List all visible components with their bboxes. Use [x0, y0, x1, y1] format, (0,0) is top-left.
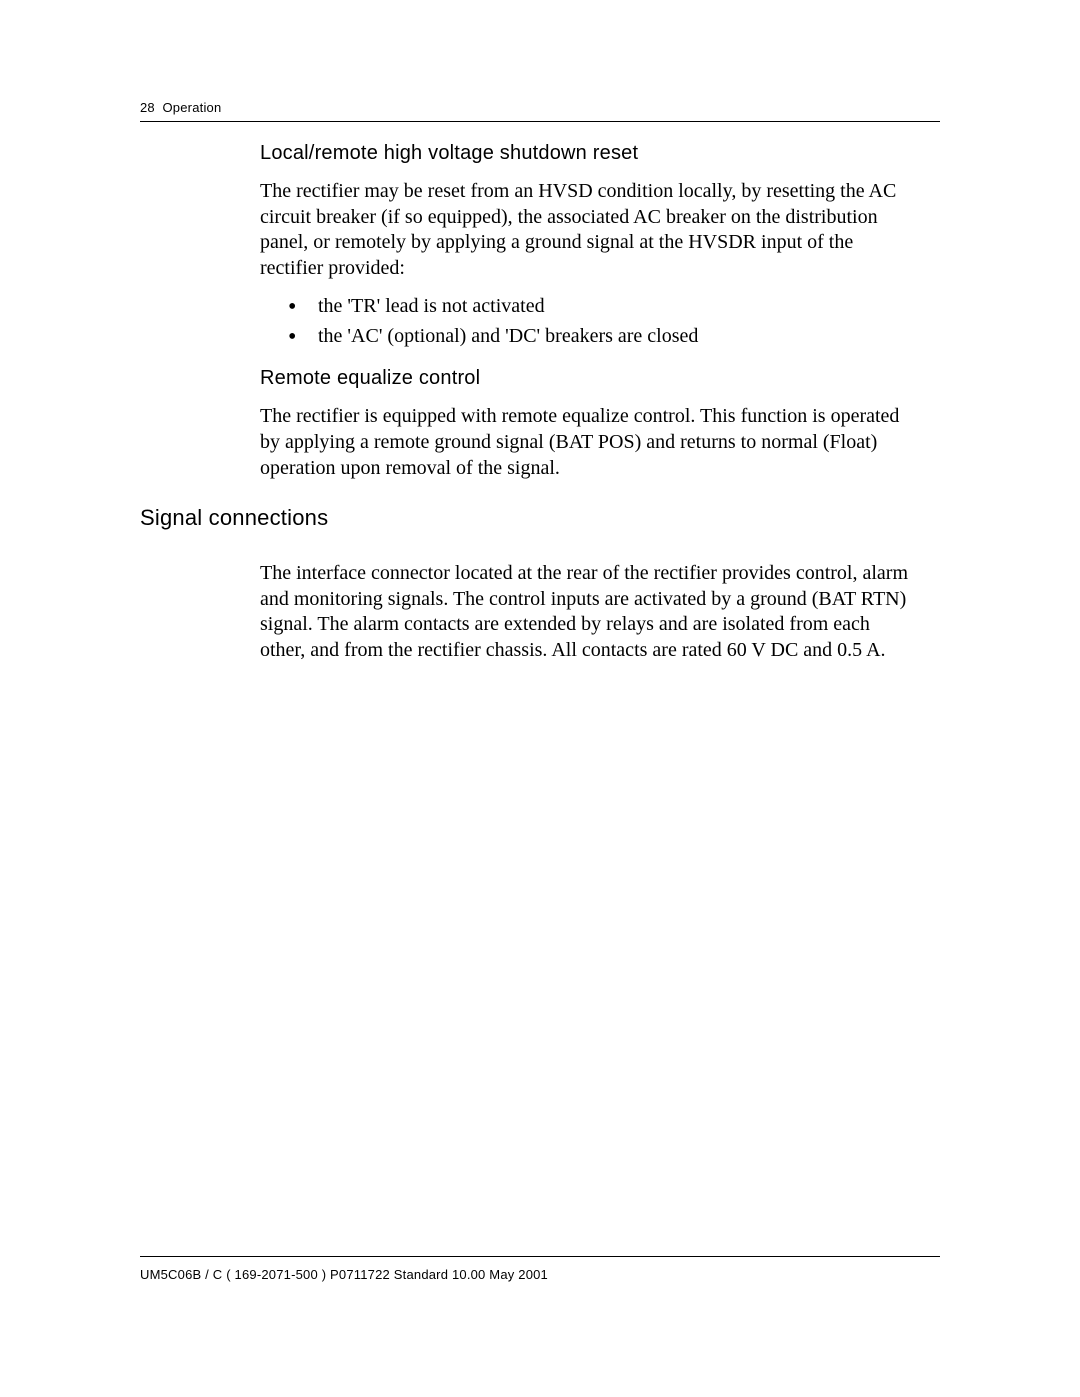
hvsd-bullet-list: the 'TR' lead is not activated the 'AC' … [288, 291, 920, 351]
paragraph-hvsd: The rectifier may be reset from an HVSD … [260, 179, 920, 281]
footer-text: UM5C06B / C ( 169-2071-500 ) P0711722 St… [140, 1267, 940, 1282]
page-number: 28 [140, 100, 155, 115]
subheading-hvsd: Local/remote high voltage shutdown reset [260, 142, 920, 165]
page-footer: UM5C06B / C ( 169-2071-500 ) P0711722 St… [140, 1256, 940, 1282]
content-column: The interface connector located at the r… [260, 561, 920, 663]
document-page: 28 Operation Local/remote high voltage s… [0, 0, 1080, 1397]
section-heading-signal-connections: Signal connections [140, 505, 940, 531]
running-header: 28 Operation [140, 100, 940, 115]
header-rule [140, 121, 940, 122]
paragraph-signal-connections: The interface connector located at the r… [260, 561, 920, 663]
paragraph-remote-equalize: The rectifier is equipped with remote eq… [260, 404, 920, 481]
list-item: the 'AC' (optional) and 'DC' breakers ar… [288, 321, 920, 351]
content-column: Local/remote high voltage shutdown reset… [260, 142, 920, 481]
list-item: the 'TR' lead is not activated [288, 291, 920, 321]
footer-rule [140, 1256, 940, 1257]
subheading-remote-equalize: Remote equalize control [260, 367, 920, 390]
section-name: Operation [163, 100, 222, 115]
